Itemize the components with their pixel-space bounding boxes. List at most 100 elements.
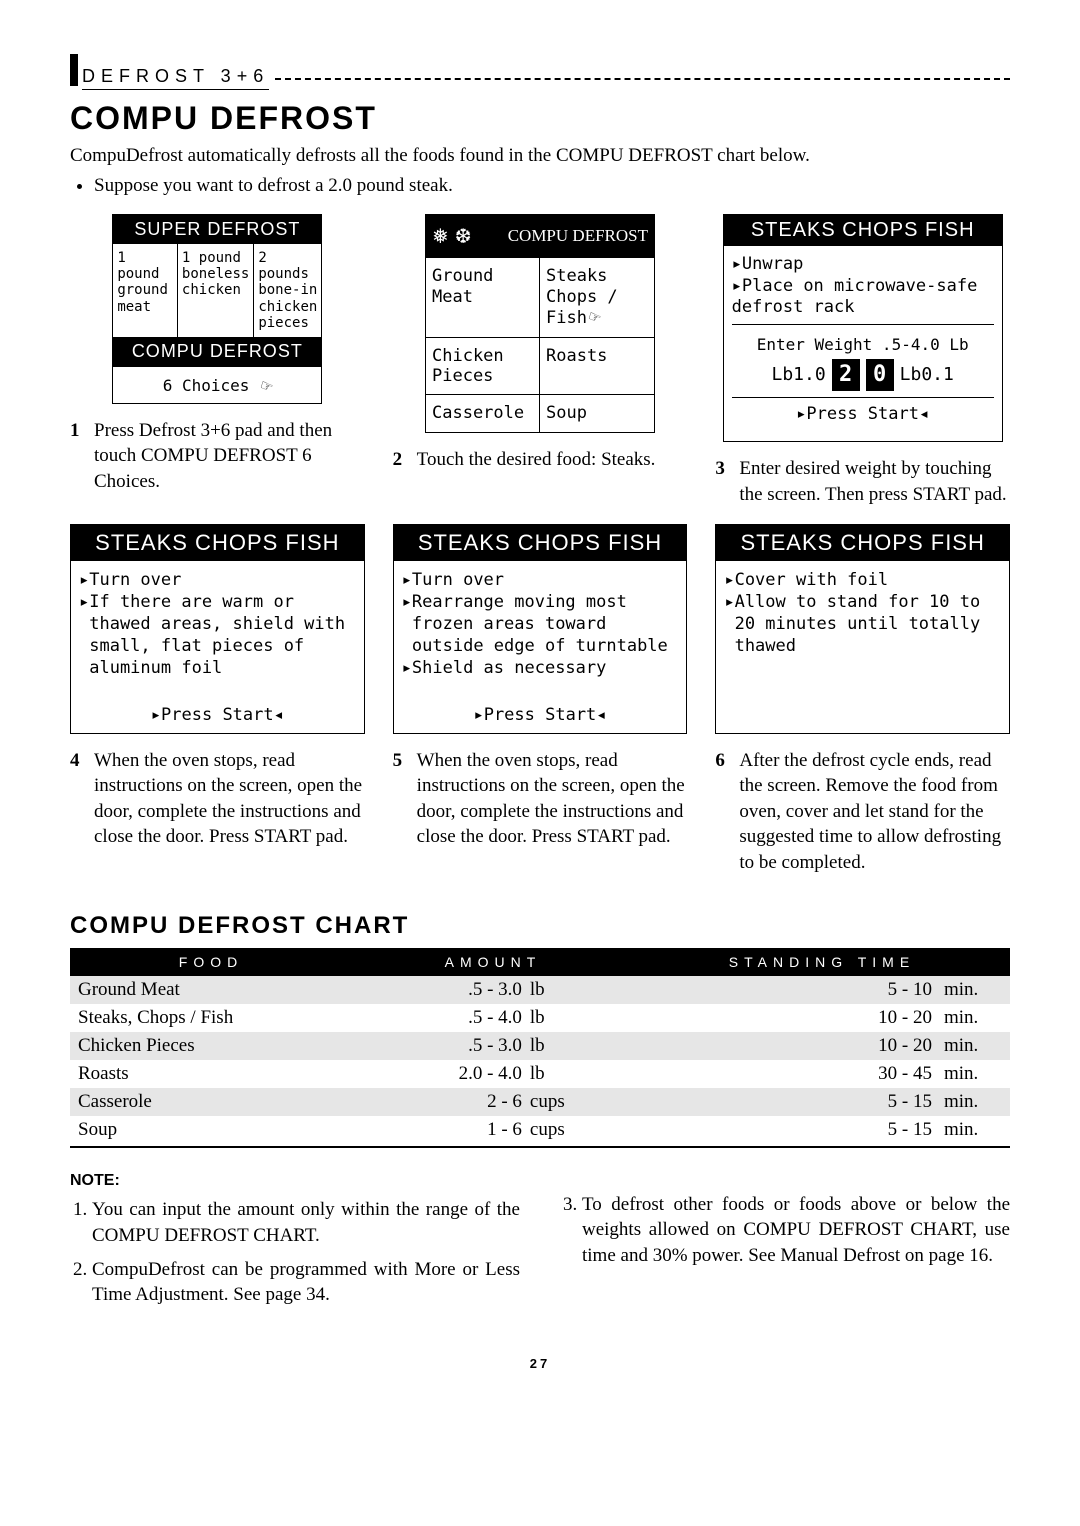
cell-amount: .5 - 4.0 xyxy=(352,1004,526,1032)
page-number: 27 xyxy=(70,1356,1010,1371)
page-title: COMPU DEFROST xyxy=(70,100,1010,137)
chart-head-food: FOOD xyxy=(70,948,352,976)
snowflake-icon: ❅ xyxy=(432,224,449,249)
screen-body: ▸Turn over▸Rearrange moving most frozen … xyxy=(394,561,687,697)
compu-menu-display: ❅ ❆ COMPU DEFROST Ground Meat Steaks Cho… xyxy=(425,214,655,433)
cell-amount: 1 - 6 xyxy=(352,1116,526,1144)
screen-foot: ▸Press Start◂ xyxy=(71,697,364,733)
screen-title: STEAKS CHOPS FISH xyxy=(394,525,687,561)
step-text: After the defrost cycle ends, read the s… xyxy=(739,748,1010,876)
cell-stand-unit: min. xyxy=(940,1060,1010,1088)
sd-cell: 1 pound boneless chicken xyxy=(178,244,254,337)
step-num: 6 xyxy=(715,748,729,876)
cell-food: Roasts xyxy=(70,1060,352,1088)
super-defrost-display: SUPER DEFROST 1 pound ground meat 1 poun… xyxy=(112,214,322,366)
intro-bullet: Suppose you want to defrost a 2.0 pound … xyxy=(94,173,1010,199)
wt-title: STEAKS CHOPS FISH xyxy=(724,215,1002,246)
menu-cell: Roasts xyxy=(540,337,654,395)
cell-food: Chicken Pieces xyxy=(70,1032,352,1060)
cell-stand-unit: min. xyxy=(940,1004,1010,1032)
screen-6: STEAKS CHOPS FISH ▸Cover with foil▸Allow… xyxy=(715,524,1010,734)
cell-stand-unit: min. xyxy=(940,1032,1010,1060)
cell-stand-unit: min. xyxy=(940,1088,1010,1116)
cell-unit: lb xyxy=(526,1060,634,1088)
pointer-icon: ☞ xyxy=(586,306,604,330)
compu-defrost-chart: FOOD AMOUNT STANDING TIME Ground Meat.5 … xyxy=(70,948,1010,1144)
digit-1: 2 xyxy=(832,359,860,391)
table-row: Casserole2 - 6cups5 - 15min. xyxy=(70,1088,1010,1116)
screen-title: STEAKS CHOPS FISH xyxy=(716,525,1009,561)
notes-block: NOTE: You can input the amount only with… xyxy=(70,1170,1010,1316)
sd-choices: 6 Choices ☞ xyxy=(112,366,322,404)
intro-line: CompuDefrost automatically defrosts all … xyxy=(70,143,1010,169)
table-row: Roasts2.0 - 4.0lb30 - 45min. xyxy=(70,1060,1010,1088)
chart-head-amount: AMOUNT xyxy=(352,948,634,976)
header-text: DEFROST 3+6 xyxy=(82,66,269,90)
cell-stand: 30 - 45 xyxy=(634,1060,940,1088)
step-text: When the oven stops, read instructions o… xyxy=(417,748,688,851)
wt-line: ▸Unwrap xyxy=(732,254,994,275)
screen-4: STEAKS CHOPS FISH ▸Turn over▸If there ar… xyxy=(70,524,365,734)
step-text: Touch the desired food: Steaks. xyxy=(417,447,656,473)
screen-title: STEAKS CHOPS FISH xyxy=(71,525,364,561)
menu-cell: Casserole xyxy=(426,394,540,431)
step-col-5: STEAKS CHOPS FISH ▸Turn over▸Rearrange m… xyxy=(393,524,688,876)
step-num: 3 xyxy=(715,456,729,507)
steps-row-1: SUPER DEFROST 1 pound ground meat 1 poun… xyxy=(70,214,1010,507)
cell-unit: cups xyxy=(526,1116,634,1144)
intro-block: CompuDefrost automatically defrosts all … xyxy=(70,143,1010,198)
note-item: You can input the amount only within the… xyxy=(92,1197,520,1248)
screen-foot xyxy=(716,717,1009,733)
screen-5: STEAKS CHOPS FISH ▸Turn over▸Rearrange m… xyxy=(393,524,688,734)
menu-cell: Ground Meat xyxy=(426,257,540,336)
step-num: 1 xyxy=(70,418,84,495)
cell-stand-unit: min. xyxy=(940,1116,1010,1144)
chart-head-standing: STANDING TIME xyxy=(634,948,1010,976)
wt-enter-label: Enter Weight .5-4.0 Lb xyxy=(732,335,994,355)
step-col-4: STEAKS CHOPS FISH ▸Turn over▸If there ar… xyxy=(70,524,365,876)
digit-2: 0 xyxy=(866,359,894,391)
step-col-2: ❅ ❆ COMPU DEFROST Ground Meat Steaks Cho… xyxy=(393,214,688,507)
wt-line: ▸Place on microwave-safe xyxy=(732,276,994,297)
screen-body: ▸Cover with foil▸Allow to stand for 10 t… xyxy=(716,561,1009,717)
menu-cell: Steaks Chops / Fish☞ xyxy=(540,257,654,336)
cell-stand: 5 - 15 xyxy=(634,1088,940,1116)
sd-compu-label: COMPU DEFROST xyxy=(113,337,321,366)
note-title: NOTE: xyxy=(70,1170,520,1192)
menu-cell: Chicken Pieces xyxy=(426,337,540,395)
cell-food: Steaks, Chops / Fish xyxy=(70,1004,352,1032)
cell-unit: lb xyxy=(526,1004,634,1032)
step-text: Press Defrost 3+6 pad and then touch COM… xyxy=(94,418,365,495)
wt-press: ▸Press Start◂ xyxy=(732,404,994,425)
header-bar xyxy=(70,54,78,86)
chart-rule xyxy=(70,1146,1010,1148)
table-row: Ground Meat.5 - 3.0lb5 - 10min. xyxy=(70,976,1010,1004)
sd-cell: 1 pound ground meat xyxy=(113,244,178,337)
screen-foot: ▸Press Start◂ xyxy=(394,697,687,733)
cell-stand: 5 - 10 xyxy=(634,976,940,1004)
pointer-icon: ☞ xyxy=(258,375,275,398)
cell-stand-unit: min. xyxy=(940,976,1010,1004)
cell-amount: 2 - 6 xyxy=(352,1088,526,1116)
cell-stand: 10 - 20 xyxy=(634,1004,940,1032)
wt-line: defrost rack xyxy=(732,297,994,318)
sd-choices-text: 6 Choices xyxy=(163,376,250,395)
cd-title: COMPU DEFROST xyxy=(478,226,648,246)
step-col-6: STEAKS CHOPS FISH ▸Cover with foil▸Allow… xyxy=(715,524,1010,876)
cell-amount: .5 - 3.0 xyxy=(352,976,526,1004)
cell-food: Soup xyxy=(70,1116,352,1144)
step-col-3: STEAKS CHOPS FISH ▸Unwrap ▸Place on micr… xyxy=(715,214,1010,507)
step-num: 2 xyxy=(393,447,407,473)
chart-title: COMPU DEFROST CHART xyxy=(70,912,1010,940)
cell-unit: lb xyxy=(526,976,634,1004)
step-num: 4 xyxy=(70,748,84,851)
cell-stand: 5 - 15 xyxy=(634,1116,940,1144)
step-text: Enter desired weight by touching the scr… xyxy=(739,456,1010,507)
table-row: Chicken Pieces.5 - 3.0lb10 - 20min. xyxy=(70,1032,1010,1060)
note-item: CompuDefrost can be programmed with More… xyxy=(92,1257,520,1308)
step-text: When the oven stops, read instructions o… xyxy=(94,748,365,851)
table-row: Soup1 - 6cups5 - 15min. xyxy=(70,1116,1010,1144)
menu-text: Steaks Chops / Fish xyxy=(546,266,618,328)
weight-display: STEAKS CHOPS FISH ▸Unwrap ▸Place on micr… xyxy=(723,214,1003,442)
cell-unit: cups xyxy=(526,1088,634,1116)
